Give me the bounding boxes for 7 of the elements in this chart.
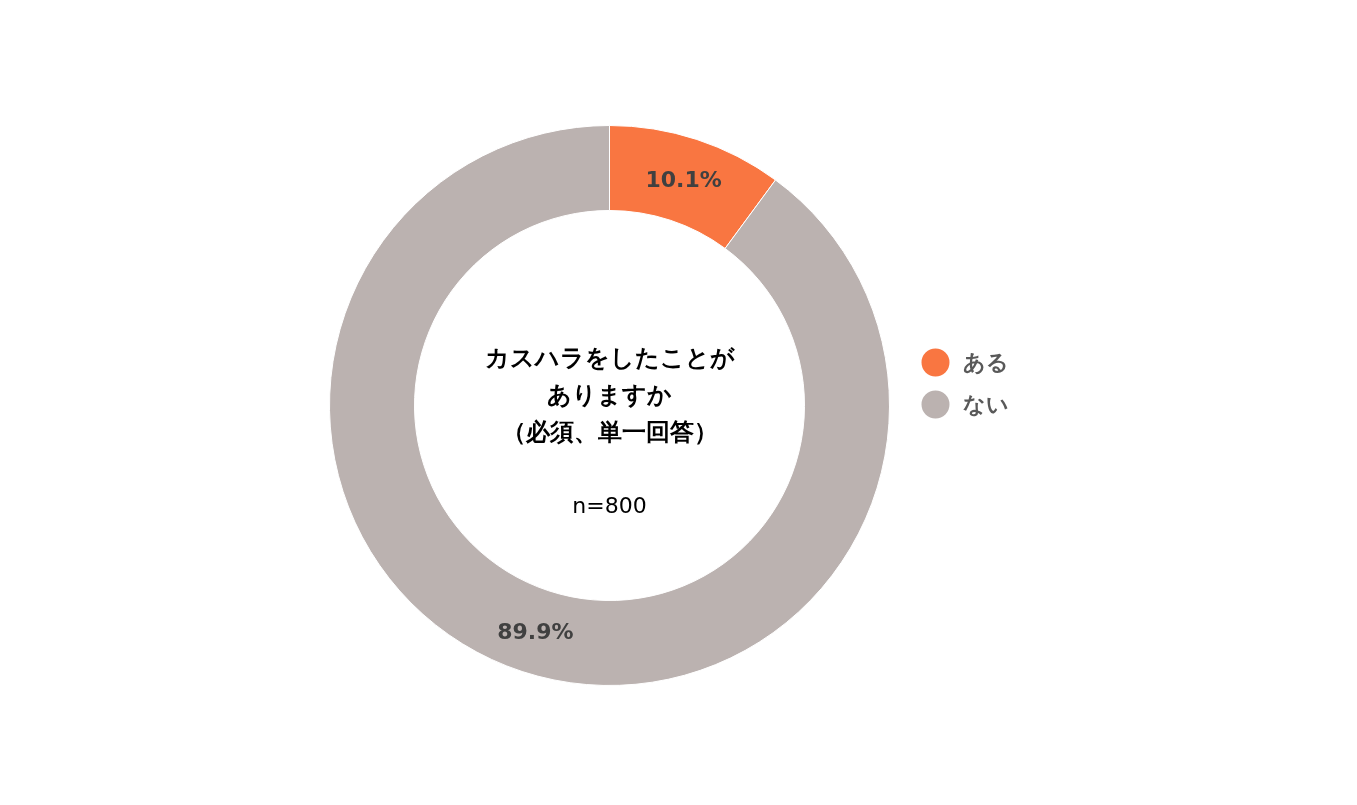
text: n=800 (572, 493, 647, 518)
text: カスハラをしたことがありますか (484, 343, 735, 409)
legend-label: ない (962, 392, 1009, 417)
text: （必須、単一回答） (501, 417, 718, 446)
legend-label: ある (962, 350, 1009, 375)
data-label: 10.1% (645, 167, 722, 193)
data-label: 89.9% (497, 618, 574, 644)
